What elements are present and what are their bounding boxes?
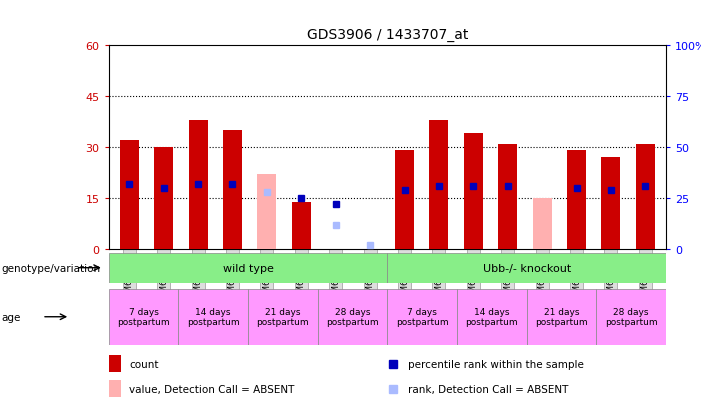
Bar: [636, 144, 655, 250]
Text: 28 days
postpartum: 28 days postpartum: [326, 307, 379, 327]
Bar: [318, 289, 387, 345]
Bar: [533, 199, 552, 250]
Bar: [567, 151, 586, 250]
Bar: [223, 131, 242, 250]
Bar: [292, 202, 311, 250]
Text: 14 days
postpartum: 14 days postpartum: [465, 307, 518, 327]
Bar: [526, 289, 597, 345]
Title: GDS3906 / 1433707_at: GDS3906 / 1433707_at: [306, 28, 468, 42]
Bar: [457, 289, 526, 345]
Bar: [387, 253, 666, 283]
Bar: [597, 289, 666, 345]
Text: 7 days
postpartum: 7 days postpartum: [117, 307, 170, 327]
Text: count: count: [129, 359, 158, 369]
Bar: [189, 121, 207, 250]
Bar: [109, 355, 121, 373]
Text: Ubb-/- knockout: Ubb-/- knockout: [482, 263, 571, 273]
Text: 28 days
postpartum: 28 days postpartum: [605, 307, 658, 327]
Bar: [109, 253, 387, 283]
Bar: [154, 147, 173, 250]
Bar: [387, 289, 457, 345]
Bar: [257, 175, 276, 250]
Bar: [601, 158, 620, 250]
Text: 21 days
postpartum: 21 days postpartum: [535, 307, 587, 327]
Bar: [120, 141, 139, 250]
Bar: [178, 289, 248, 345]
Text: 14 days
postpartum: 14 days postpartum: [187, 307, 240, 327]
Bar: [109, 289, 178, 345]
Text: percentile rank within the sample: percentile rank within the sample: [408, 359, 584, 369]
Text: 7 days
postpartum: 7 days postpartum: [396, 307, 449, 327]
Bar: [464, 134, 483, 250]
Text: wild type: wild type: [222, 263, 273, 273]
Text: genotype/variation: genotype/variation: [1, 263, 100, 273]
Bar: [430, 121, 449, 250]
Text: value, Detection Call = ABSENT: value, Detection Call = ABSENT: [129, 384, 294, 394]
Bar: [248, 289, 318, 345]
Text: age: age: [1, 312, 21, 322]
Bar: [109, 380, 121, 397]
Text: rank, Detection Call = ABSENT: rank, Detection Call = ABSENT: [408, 384, 569, 394]
Text: 21 days
postpartum: 21 days postpartum: [257, 307, 309, 327]
Bar: [395, 151, 414, 250]
Bar: [498, 144, 517, 250]
